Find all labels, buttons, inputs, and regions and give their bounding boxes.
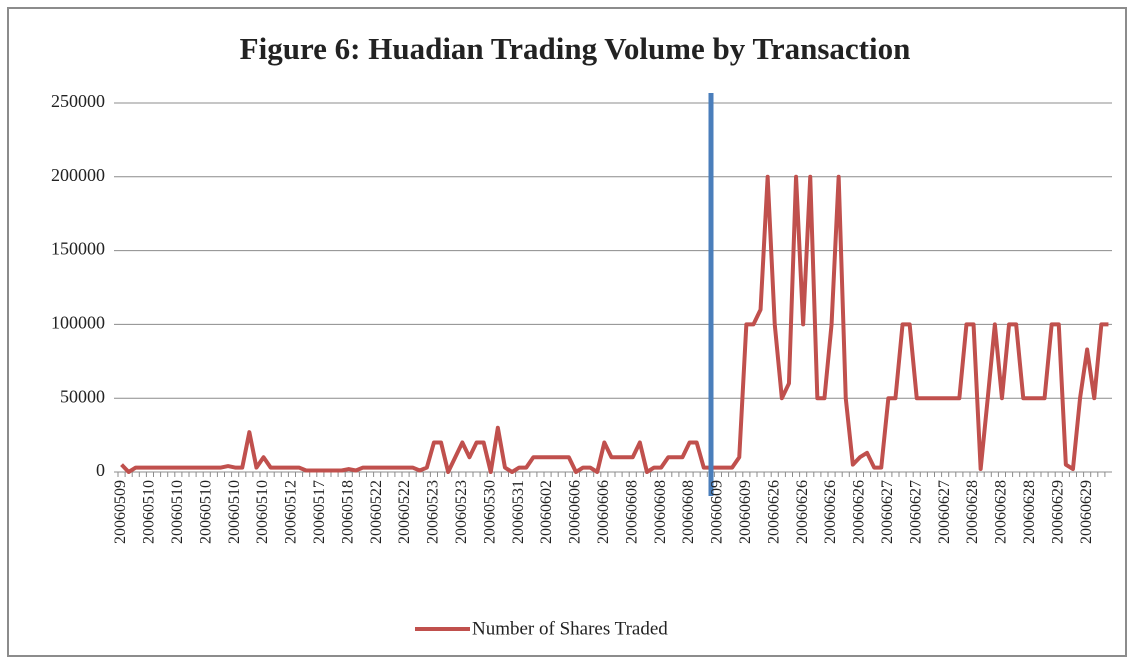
x-tick-label: 20060628	[993, 480, 1010, 544]
x-tick-label: 20060518	[339, 480, 356, 544]
legend-label: Number of Shares Traded	[472, 618, 668, 639]
x-tick-label: 20060629	[1078, 480, 1095, 544]
x-tick-label: 20060530	[481, 480, 498, 544]
x-tick-label: 20060629	[1049, 480, 1066, 544]
chart-title: Figure 6: Huadian Trading Volume by Tran…	[240, 31, 911, 66]
y-tick-label: 250000	[51, 91, 105, 111]
x-tick-label: 20060608	[652, 480, 669, 544]
x-tick-label: 20060509	[112, 480, 129, 544]
x-tick-label: 20060510	[169, 480, 186, 544]
x-tick-label: 20060627	[907, 480, 924, 544]
x-tick-label: 20060628	[964, 480, 981, 544]
x-tick-label: 20060626	[765, 480, 782, 544]
x-tick-label: 20060523	[453, 480, 470, 544]
y-tick-label: 100000	[51, 313, 105, 333]
x-tick-label: 20060523	[425, 480, 442, 544]
x-tick-label: 20060608	[680, 480, 697, 544]
y-tick-label: 200000	[51, 165, 105, 185]
x-tick-label: 20060626	[794, 480, 811, 544]
x-tick-label: 20060626	[822, 480, 839, 544]
x-tick-label: 20060510	[141, 480, 158, 544]
x-tick-label: 20060510	[197, 480, 214, 544]
y-tick-label: 150000	[51, 239, 105, 259]
x-tick-label: 20060626	[851, 480, 868, 544]
x-tick-label: 20060522	[396, 480, 413, 544]
data-line	[120, 174, 1109, 474]
x-tick-label: 20060609	[737, 480, 754, 544]
x-tick-label: 20060510	[226, 480, 243, 544]
x-tick-label: 20060512	[283, 480, 300, 544]
x-tick-label: 20060606	[567, 480, 584, 544]
chart-frame	[7, 7, 1127, 657]
x-tick-label: 20060628	[1021, 480, 1038, 544]
x-tick-label: 20060510	[254, 480, 271, 544]
x-tick-label: 20060608	[623, 480, 640, 544]
x-tick-label: 20060627	[879, 480, 896, 544]
x-tick-label: 20060602	[538, 480, 555, 544]
y-tick-label: 0	[96, 460, 105, 480]
x-tick-label: 20060627	[936, 480, 953, 544]
x-tick-label: 20060609	[709, 480, 726, 544]
y-tick-label: 50000	[60, 386, 105, 406]
x-tick-label: 20060606	[595, 480, 612, 544]
x-tick-label: 20060531	[510, 480, 527, 544]
x-tick-label: 20060517	[311, 480, 328, 544]
x-tick-label: 20060522	[368, 480, 385, 544]
